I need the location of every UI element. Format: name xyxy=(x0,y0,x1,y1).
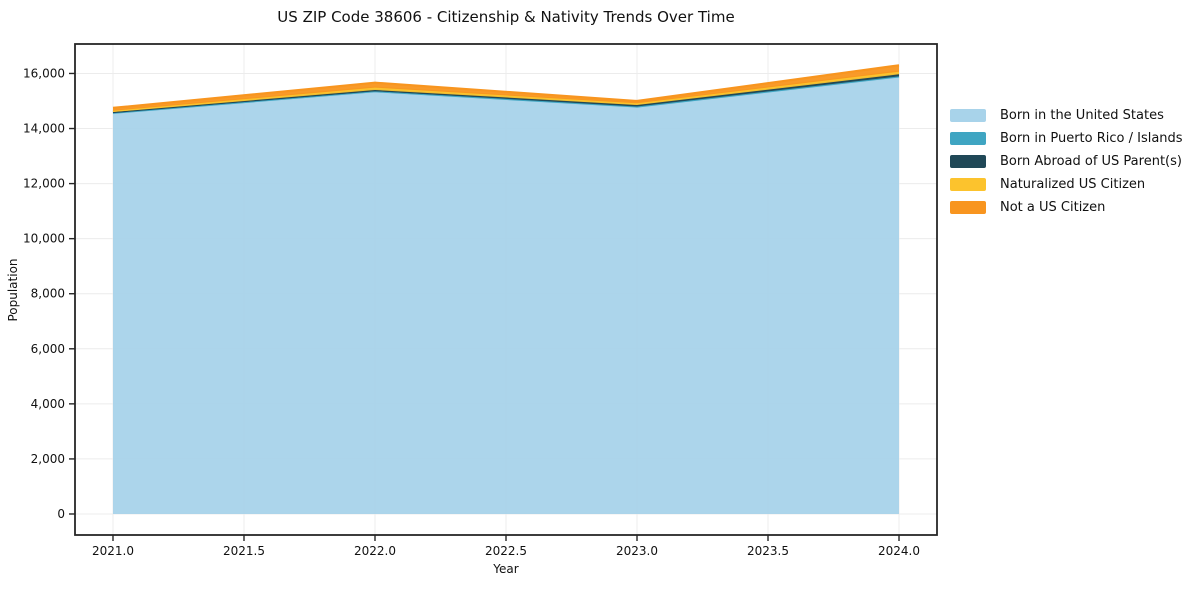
legend-swatch-born-in-puerto-rico-islands xyxy=(950,132,986,145)
legend-label: Born Abroad of US Parent(s) xyxy=(1000,154,1182,169)
x-tick-label: 2021.0 xyxy=(92,544,134,558)
area-born-in-the-united-states xyxy=(113,77,899,514)
legend-swatch-born-abroad-of-us-parents xyxy=(950,155,986,168)
x-axis-label: Year xyxy=(493,562,519,576)
area-not-a-us-citizen xyxy=(113,65,899,111)
chart-title: US ZIP Code 38606 - Citizenship & Nativi… xyxy=(277,8,735,26)
x-tick-label: 2024.0 xyxy=(878,544,920,558)
legend: Born in the United States Born in Puerto… xyxy=(950,104,1183,219)
y-tick-label: 12,000 xyxy=(23,177,65,191)
legend-item: Born in the United States xyxy=(950,104,1183,127)
x-tick-label: 2023.5 xyxy=(747,544,789,558)
y-tick-label: 0 xyxy=(57,507,65,521)
legend-item: Born Abroad of US Parent(s) xyxy=(950,150,1183,173)
legend-swatch-not-a-us-citizen xyxy=(950,201,986,214)
y-tick-label: 2,000 xyxy=(31,452,65,466)
y-tick-label: 8,000 xyxy=(31,287,65,301)
legend-item: Naturalized US Citizen xyxy=(950,173,1183,196)
y-tick-label: 10,000 xyxy=(23,232,65,246)
legend-swatch-born-in-the-united-states xyxy=(950,109,986,122)
x-tick-label: 2021.5 xyxy=(223,544,265,558)
x-tick-label: 2022.5 xyxy=(485,544,527,558)
area-naturalized-us-citizen xyxy=(113,71,899,112)
x-tick-label: 2022.0 xyxy=(354,544,396,558)
y-tick-label: 4,000 xyxy=(31,397,65,411)
y-axis-label: Population xyxy=(6,258,20,322)
legend-swatch-naturalized-us-citizen xyxy=(950,178,986,191)
legend-label: Born in Puerto Rico / Islands xyxy=(1000,131,1183,146)
edge-not-a-us-citizen xyxy=(112,64,900,109)
legend-label: Naturalized US Citizen xyxy=(1000,177,1146,192)
legend-item: Not a US Citizen xyxy=(950,196,1183,219)
legend-label: Not a US Citizen xyxy=(1000,200,1106,215)
legend-label: Born in the United States xyxy=(1000,108,1164,123)
legend-item: Born in Puerto Rico / Islands xyxy=(950,127,1183,150)
x-tick-label: 2023.0 xyxy=(616,544,658,558)
y-tick-label: 6,000 xyxy=(31,342,65,356)
y-tick-label: 16,000 xyxy=(23,66,65,80)
y-tick-label: 14,000 xyxy=(23,122,65,136)
